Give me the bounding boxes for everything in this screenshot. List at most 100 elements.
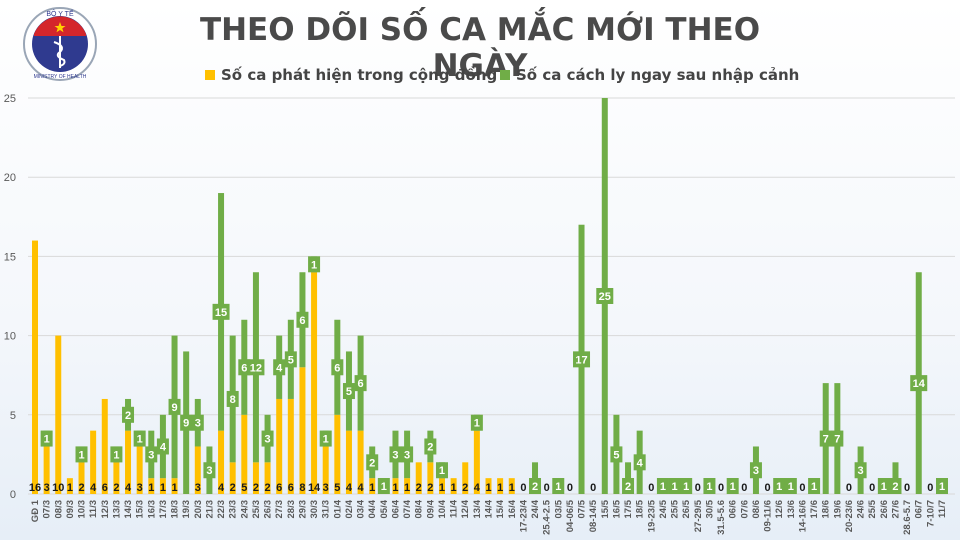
- x-tick-label: 15/5: [600, 499, 611, 518]
- bar-group: 56: [331, 319, 344, 494]
- legend-item-community: Số ca phát hiện trong cộng đồng: [205, 66, 497, 84]
- value-label-community: 3: [44, 482, 50, 494]
- bar-group: 0: [544, 482, 550, 494]
- bar-group: 19: [168, 335, 181, 494]
- value-label-community: 2: [78, 482, 84, 494]
- bar-group: 0: [869, 482, 875, 494]
- x-tick-label: 30/3: [309, 500, 320, 519]
- value-label-quarantine: 1: [776, 481, 782, 493]
- value-label-box: [319, 430, 332, 447]
- bar-group: 13: [145, 430, 158, 494]
- value-label-quarantine: 3: [404, 449, 410, 461]
- x-tick-label: 11/4: [449, 499, 460, 518]
- value-label-community: 6: [288, 482, 294, 494]
- bar-group: 1: [451, 478, 457, 494]
- value-label-box: [936, 478, 948, 494]
- x-tick-label: 31.5-5.6: [716, 500, 727, 535]
- value-label-community: 1: [497, 482, 503, 494]
- bar-group: 1: [668, 478, 681, 494]
- bar-community: [66, 478, 73, 494]
- bar-group: 7: [819, 383, 832, 494]
- x-tick-label: 11/3: [88, 500, 99, 518]
- value-label-quarantine: 1: [939, 481, 945, 493]
- x-tick-label: 24/3: [239, 500, 250, 519]
- y-tick-label: 10: [4, 331, 16, 343]
- value-label-quarantine: 1: [311, 259, 317, 271]
- x-tick-label: 08/6: [751, 500, 762, 519]
- y-tick-label: 0: [10, 489, 16, 501]
- value-label-community: 14: [308, 482, 321, 494]
- bar-group: 0: [799, 482, 805, 494]
- x-tick-label: 15/3: [135, 500, 146, 519]
- value-label-box: [180, 414, 193, 431]
- value-label-community: 0: [927, 482, 933, 494]
- bar-community: [438, 478, 445, 494]
- bar-group: 0: [695, 482, 701, 494]
- bar-group: 1: [808, 478, 821, 494]
- bar-group: 9: [180, 351, 193, 494]
- bar-group: 64: [273, 335, 286, 494]
- bar-group: 2: [416, 462, 422, 494]
- value-label-community: 1: [509, 482, 515, 494]
- bar-group: 21: [110, 446, 123, 494]
- bar-community: [113, 462, 120, 494]
- bar-group: 2: [529, 462, 542, 494]
- value-label-quarantine: 1: [113, 449, 119, 461]
- bar-group: 56: [238, 319, 251, 494]
- bar-community: [497, 478, 504, 494]
- value-label-quarantine: 7: [823, 434, 829, 446]
- value-label-box: [212, 303, 230, 320]
- value-label-community: 8: [299, 482, 305, 494]
- x-tick-label: 29/3: [297, 500, 308, 519]
- value-label-quarantine: 1: [137, 434, 143, 446]
- value-label-box: [656, 478, 669, 494]
- bar-group: 2: [889, 462, 902, 494]
- value-label-quarantine: 15: [215, 307, 227, 319]
- x-tick-label: 20-23/6: [844, 500, 855, 532]
- bar-group: 13: [401, 430, 414, 494]
- value-label-box: [703, 478, 716, 494]
- x-tick-label: 09/3: [65, 500, 76, 519]
- svg-text:BỘ Y TẾ: BỘ Y TẾ: [46, 8, 74, 18]
- value-label-quarantine: 1: [671, 481, 677, 493]
- bar-group: 31: [319, 430, 332, 494]
- value-label-quarantine: 1: [44, 434, 50, 446]
- x-tick-label: 7-10/7: [925, 500, 936, 527]
- value-label-box: [726, 478, 739, 494]
- value-label-community: 1: [160, 482, 166, 494]
- y-tick-label: 5: [10, 410, 16, 422]
- value-label-box: [377, 478, 390, 494]
- value-label-box: [596, 288, 614, 304]
- x-tick-label: 25/5: [670, 499, 681, 518]
- value-label-community: 1: [392, 482, 398, 494]
- x-tick-label: 10/4: [437, 499, 448, 518]
- bar-community: [357, 430, 364, 494]
- bar-community: [218, 430, 225, 494]
- bar-group: 1: [877, 478, 890, 494]
- bar-community: [78, 462, 85, 494]
- ministry-of-health-logo: BỘ Y TẾ MINISTRY OF HEALTH: [23, 7, 97, 81]
- value-label-box: [156, 438, 169, 455]
- value-label-community: 3: [323, 482, 329, 494]
- chart-legend: Số ca phát hiện trong cộng đồng Số ca cá…: [0, 66, 960, 90]
- value-label-box: [75, 446, 88, 463]
- value-label-quarantine: 4: [160, 441, 167, 453]
- bar-group: 1: [509, 478, 515, 494]
- value-label-community: 2: [462, 482, 468, 494]
- bar-group: 2: [622, 462, 635, 494]
- bar-group: 1: [552, 478, 565, 494]
- value-label-quarantine: 5: [613, 449, 619, 461]
- bar-group: 1: [703, 478, 716, 494]
- value-label-box: [680, 478, 693, 494]
- x-tick-label: 21/3: [204, 500, 215, 519]
- legend-swatch-quarantine: [500, 70, 510, 80]
- bar-group: 86: [296, 272, 309, 494]
- value-label-community: 4: [358, 482, 365, 494]
- bar-community: [125, 430, 132, 494]
- bar-group: 11: [435, 462, 448, 494]
- value-label-box: [247, 359, 265, 376]
- x-tick-label: 06/4: [390, 499, 401, 518]
- y-tick-label: 20: [4, 172, 16, 184]
- x-tick-label: 01/4: [332, 499, 343, 518]
- value-label-box: [145, 446, 158, 463]
